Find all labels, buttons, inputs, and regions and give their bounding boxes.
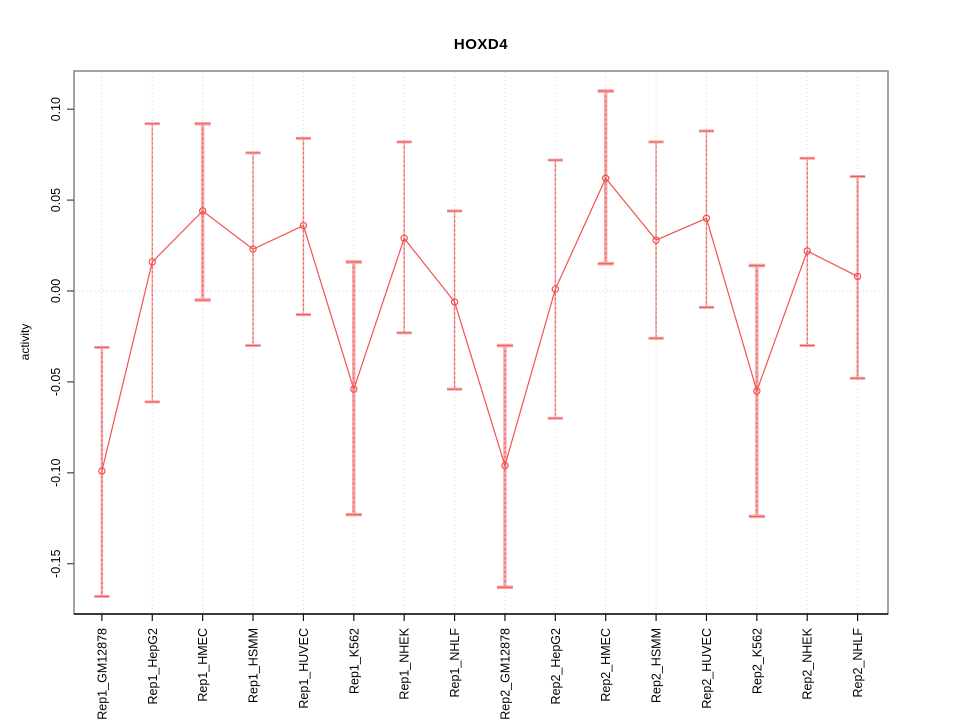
x-tick-label: Rep1_GM12878 [95, 628, 109, 720]
data-point [702, 214, 711, 222]
x-tick-label: Rep2_NHLF [851, 628, 865, 698]
x-tick-label: Rep2_K562 [750, 628, 764, 694]
x-tick-label: Rep1_K562 [347, 628, 361, 694]
x-tick-label: Rep1_NHEK [398, 627, 412, 699]
y-tick-label: -0.05 [49, 368, 63, 397]
data-point [803, 247, 811, 255]
data-point [753, 387, 761, 395]
x-tick-label: Rep1_HUVEC [297, 628, 311, 709]
x-tick-label: Rep1_NHLF [448, 628, 462, 698]
data-point [98, 467, 106, 475]
data-point [198, 207, 207, 215]
y-tick-label: 0.10 [49, 97, 63, 121]
data-point [350, 385, 358, 393]
data-point [602, 174, 610, 182]
plot-frame [73, 70, 889, 615]
x-tick-label: Rep2_GM12878 [498, 628, 512, 720]
series-line [101, 177, 858, 472]
data-point [853, 272, 862, 281]
data-point [400, 234, 408, 242]
y-tick-label: -0.10 [49, 459, 63, 488]
y-tick-label: 0.00 [49, 279, 63, 303]
chart-title: HOXD4 [453, 36, 509, 53]
data-point [652, 236, 660, 244]
data-point [551, 285, 560, 293]
data-point [450, 298, 459, 306]
data-point [299, 221, 308, 230]
x-tick-label: Rep2_HMEC [599, 628, 613, 702]
x-tick-label: Rep1_HSMM [247, 628, 261, 703]
x-tick-label: Rep2_HSMM [650, 628, 664, 703]
y-tick-label: -0.15 [49, 549, 63, 578]
x-tick-label: Rep1_HMEC [196, 628, 210, 702]
data-point [501, 461, 509, 470]
x-tick-label: Rep2_HepG2 [549, 628, 563, 704]
x-tick-label: Rep2_NHEK [801, 627, 815, 699]
x-tick-label: Rep2_HUVEC [700, 628, 714, 709]
x-tick-label: Rep1_HepG2 [146, 628, 160, 704]
data-point [249, 245, 257, 253]
y-tick-label: 0.05 [49, 188, 63, 212]
data-point [148, 258, 156, 266]
